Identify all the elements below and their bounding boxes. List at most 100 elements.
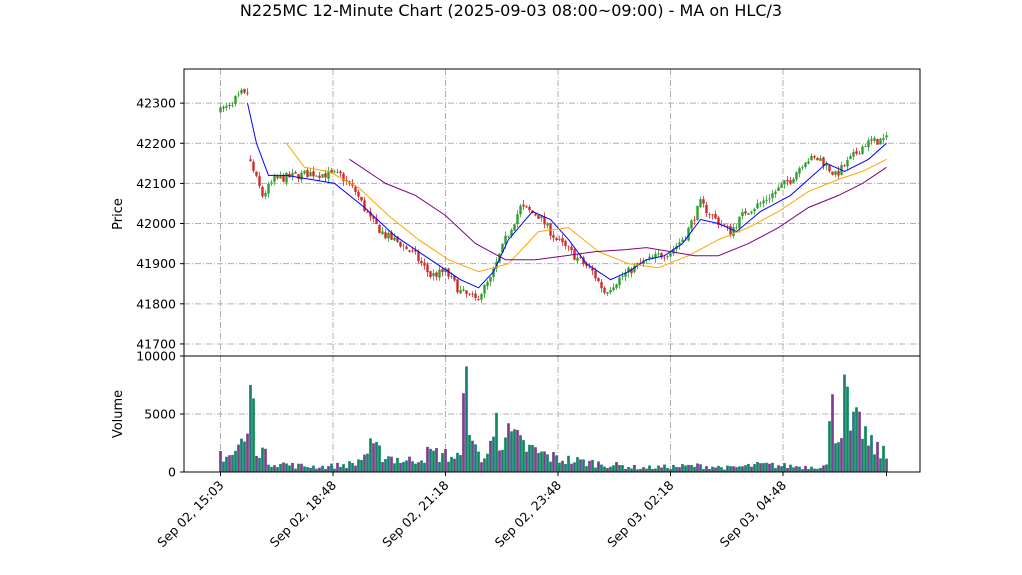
- volume-bar: [648, 465, 651, 472]
- volume-bar: [330, 463, 333, 472]
- volume-bar: [687, 464, 690, 472]
- volume-bar: [306, 467, 309, 472]
- volume-bar: [390, 456, 393, 472]
- chart-title: N225MC 12-Minute Chart (2025-09-03 08:00…: [240, 1, 782, 20]
- volume-bar: [789, 464, 792, 472]
- volume-bar: [393, 463, 396, 472]
- volume-bar: [318, 467, 321, 472]
- candle-body: [621, 275, 624, 277]
- volume-bar: [234, 450, 237, 472]
- volume-bar: [294, 468, 297, 472]
- volume-bar: [843, 374, 846, 472]
- price-tick-label: 41800: [136, 296, 176, 311]
- volume-bar: [354, 465, 357, 472]
- volume-bar: [402, 461, 405, 472]
- candle-body: [243, 89, 246, 93]
- candle-body: [816, 158, 819, 161]
- candle-body: [252, 161, 255, 171]
- volume-bar: [579, 459, 582, 472]
- candle-body: [594, 270, 597, 279]
- volume-bar: [855, 407, 858, 472]
- candle-body: [360, 196, 363, 201]
- candle-body: [789, 180, 792, 184]
- candle-body: [339, 171, 342, 174]
- price-axes-frame: [183, 68, 921, 357]
- volume-bar: [792, 467, 795, 472]
- volume-bar: [663, 464, 666, 472]
- volume-bar: [516, 429, 519, 472]
- candle-body: [357, 191, 360, 197]
- volume-bar: [585, 466, 588, 472]
- candle-body: [588, 266, 591, 268]
- volume-bar: [498, 450, 501, 472]
- candle-body: [462, 289, 465, 291]
- volume-bar: [324, 468, 327, 472]
- candle-body: [492, 268, 495, 278]
- volume-bar: [549, 461, 552, 472]
- candle-body: [696, 205, 699, 220]
- candle-body: [318, 175, 321, 178]
- candle-body: [309, 172, 312, 177]
- candle-body: [369, 211, 372, 217]
- volume-bar: [417, 462, 420, 472]
- candle-body: [843, 165, 846, 167]
- volume-bar: [528, 444, 531, 472]
- candle-body: [690, 220, 693, 229]
- volume-bar: [804, 465, 807, 472]
- candle-body: [438, 269, 441, 278]
- candle-body: [429, 271, 432, 277]
- volume-bar: [387, 456, 390, 472]
- volume-bar: [627, 467, 630, 472]
- volume-bar: [534, 447, 537, 472]
- volume-axis-label: Volume: [111, 390, 126, 438]
- x-tick-label: Sep 02, 18:48: [267, 477, 339, 549]
- candle-body: [627, 267, 630, 273]
- volume-bar: [513, 429, 516, 472]
- volume-bar: [564, 464, 567, 472]
- candle-body: [606, 292, 609, 294]
- volume-bar: [543, 451, 546, 472]
- volume-bar: [609, 466, 612, 472]
- volume-bar: [693, 466, 696, 472]
- price-tick-label: 42200: [136, 136, 176, 151]
- volume-bar: [858, 411, 861, 472]
- candle-body: [471, 293, 474, 295]
- candle-body: [468, 293, 471, 295]
- volume-bar: [777, 465, 780, 472]
- ma-short-line: [247, 102, 887, 289]
- candle-body: [510, 229, 513, 236]
- volume-bar: [651, 468, 654, 472]
- candle-body: [273, 175, 276, 182]
- volume-bar: [366, 453, 369, 472]
- candle-body: [450, 276, 453, 278]
- candle-body: [459, 290, 462, 294]
- volume-bar: [834, 443, 837, 472]
- candle-body: [393, 237, 396, 241]
- volume-bar: [540, 451, 543, 472]
- x-tick-label: Sep 02, 23:48: [492, 477, 564, 549]
- candle-body: [276, 176, 279, 179]
- candle-body: [609, 290, 612, 293]
- candle-body: [717, 217, 720, 225]
- volume-bar: [798, 466, 801, 472]
- candle-body: [825, 164, 828, 166]
- candle-body: [423, 262, 426, 266]
- volume-bar: [270, 466, 273, 472]
- candle-body: [372, 216, 375, 219]
- volume-bar: [885, 458, 888, 472]
- candle-body: [795, 172, 798, 180]
- volume-bar: [588, 460, 591, 472]
- candle-body: [597, 278, 600, 282]
- volume-bar: [252, 398, 255, 472]
- candle-body: [792, 179, 795, 183]
- candle-body: [570, 246, 573, 251]
- candle-body: [258, 176, 261, 186]
- volume-bar: [768, 463, 771, 472]
- candle-body: [441, 269, 444, 273]
- candle-body: [516, 214, 519, 224]
- volume-bar: [660, 467, 663, 472]
- candle-body: [465, 290, 468, 294]
- candle-body: [762, 200, 765, 204]
- volume-bar: [222, 461, 225, 472]
